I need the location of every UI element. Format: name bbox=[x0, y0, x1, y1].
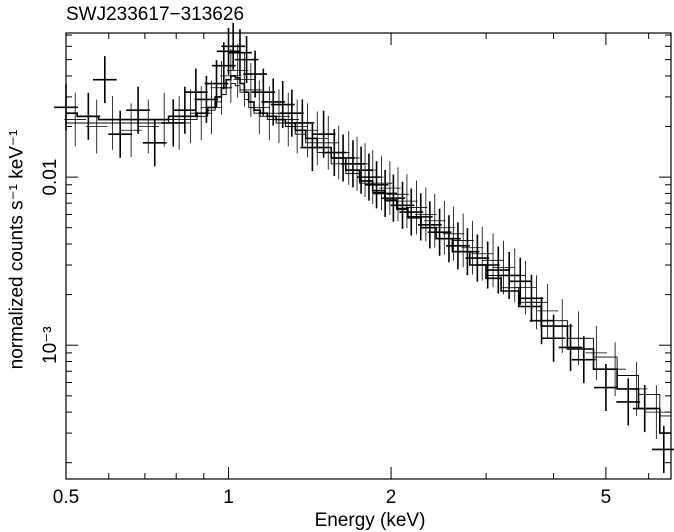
y-tick-label: 10⁻³ bbox=[40, 326, 61, 364]
axis-ticks bbox=[65, 33, 671, 479]
model-curves bbox=[66, 75, 671, 434]
model-step-thick bbox=[66, 75, 671, 434]
x-tick-label: 5 bbox=[601, 487, 612, 508]
y-axis-label: normalized counts s⁻¹ keV⁻¹ bbox=[6, 129, 28, 370]
x-tick-label: 0.5 bbox=[53, 487, 79, 508]
x-tick-label: 2 bbox=[386, 487, 397, 508]
plot-frame bbox=[65, 32, 672, 480]
x-axis-label: Energy (keV) bbox=[314, 510, 426, 531]
y-tick-label: 0.01 bbox=[40, 159, 61, 196]
chart-title: SWJ233617−313626 bbox=[66, 4, 245, 25]
model-step-thin bbox=[66, 83, 671, 417]
tick-labels: 0.5 1 2 5 0.01 10⁻³ bbox=[40, 159, 611, 508]
data-points bbox=[54, 22, 674, 473]
x-tick-label: 1 bbox=[223, 487, 234, 508]
